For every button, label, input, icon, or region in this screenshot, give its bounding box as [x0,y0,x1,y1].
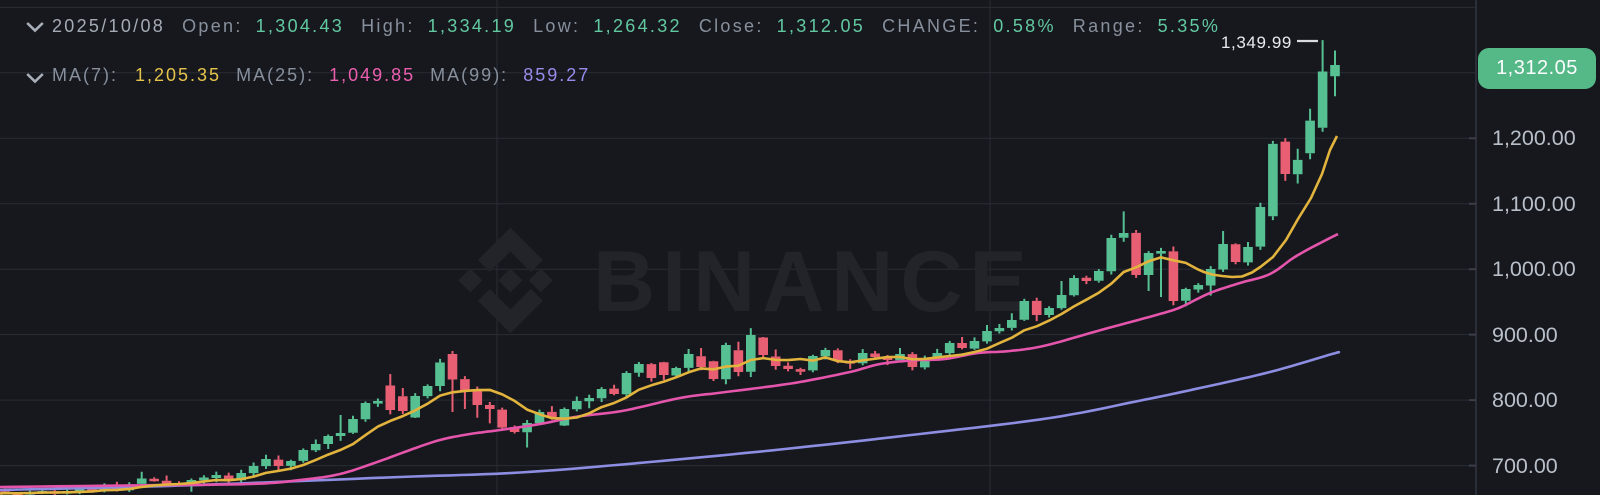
svg-text:BINANCE: BINANCE [593,234,1034,330]
